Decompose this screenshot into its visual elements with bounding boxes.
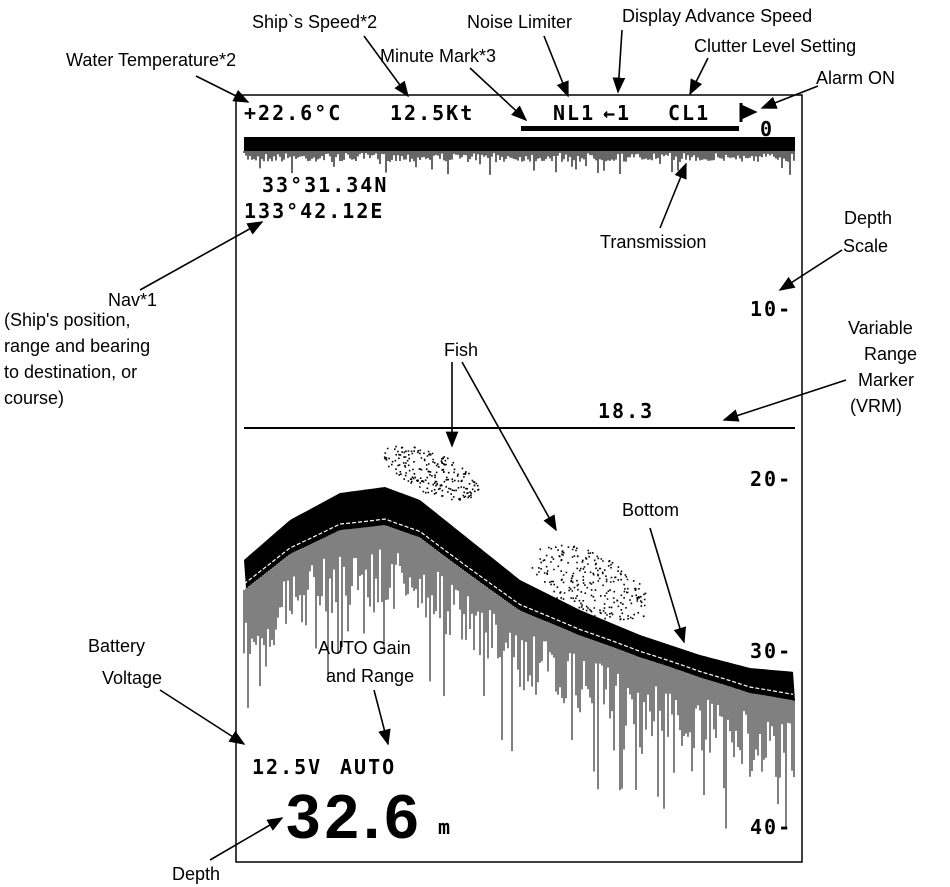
annotation: AUTO Gain <box>318 638 411 658</box>
mode: AUTO <box>340 755 396 779</box>
temperature: +22.6°C <box>244 101 342 125</box>
annotation: Variable <box>848 318 913 338</box>
diagram: +22.6°C 12.5Kt NL1 ←1 CL1 0 33°31.34N 13… <box>0 0 950 887</box>
annotation: Fish <box>444 340 478 360</box>
depth-value: 32.6 <box>286 783 423 852</box>
annotation: Alarm ON <box>816 68 895 88</box>
annotation: Clutter Level Setting <box>694 36 856 56</box>
annotation: Range <box>864 344 917 364</box>
annotation: Transmission <box>600 232 706 252</box>
annotation: Depth <box>172 864 220 884</box>
annotation: Noise Limiter <box>467 12 572 32</box>
annotation: (Ship's position, <box>4 310 131 330</box>
annotation: Scale <box>843 236 888 256</box>
transmission-band <box>244 137 795 151</box>
latitude: 33°31.34N <box>262 173 388 197</box>
annotation: Battery <box>88 636 145 656</box>
annotation: to destination, or <box>4 362 137 382</box>
scale-label: 20- <box>750 467 792 491</box>
scale-label: 10- <box>750 297 792 321</box>
annotation: Marker <box>858 370 914 390</box>
annotation: Voltage <box>102 668 162 688</box>
noise-limiter: NL1 <box>553 101 595 125</box>
annotation: (VRM) <box>850 396 902 416</box>
minute-mark <box>521 126 739 131</box>
scale-top: 0 <box>760 117 774 141</box>
annotation: Water Temperature*2 <box>66 50 236 70</box>
annotation: Depth <box>844 208 892 228</box>
annotation: Bottom <box>622 500 679 520</box>
speed: 12.5Kt <box>390 101 474 125</box>
annotation: Minute Mark*3 <box>380 46 496 66</box>
scale-label: 40- <box>750 815 792 839</box>
annotation: Nav*1 <box>108 290 157 310</box>
depth-unit: m <box>438 815 452 839</box>
voltage: 12.5V <box>252 755 322 779</box>
annotation: course) <box>4 388 64 408</box>
vrm-value: 18.3 <box>598 399 654 423</box>
annotation: range and bearing <box>4 336 150 356</box>
advance-speed: ←1 <box>603 101 631 125</box>
longitude: 133°42.12E <box>244 199 384 223</box>
annotation: Ship`s Speed*2 <box>252 12 377 32</box>
scale-label: 30- <box>750 639 792 663</box>
clutter: CL1 <box>668 101 710 125</box>
annotation: and Range <box>326 666 414 686</box>
annotation: Display Advance Speed <box>622 6 812 26</box>
